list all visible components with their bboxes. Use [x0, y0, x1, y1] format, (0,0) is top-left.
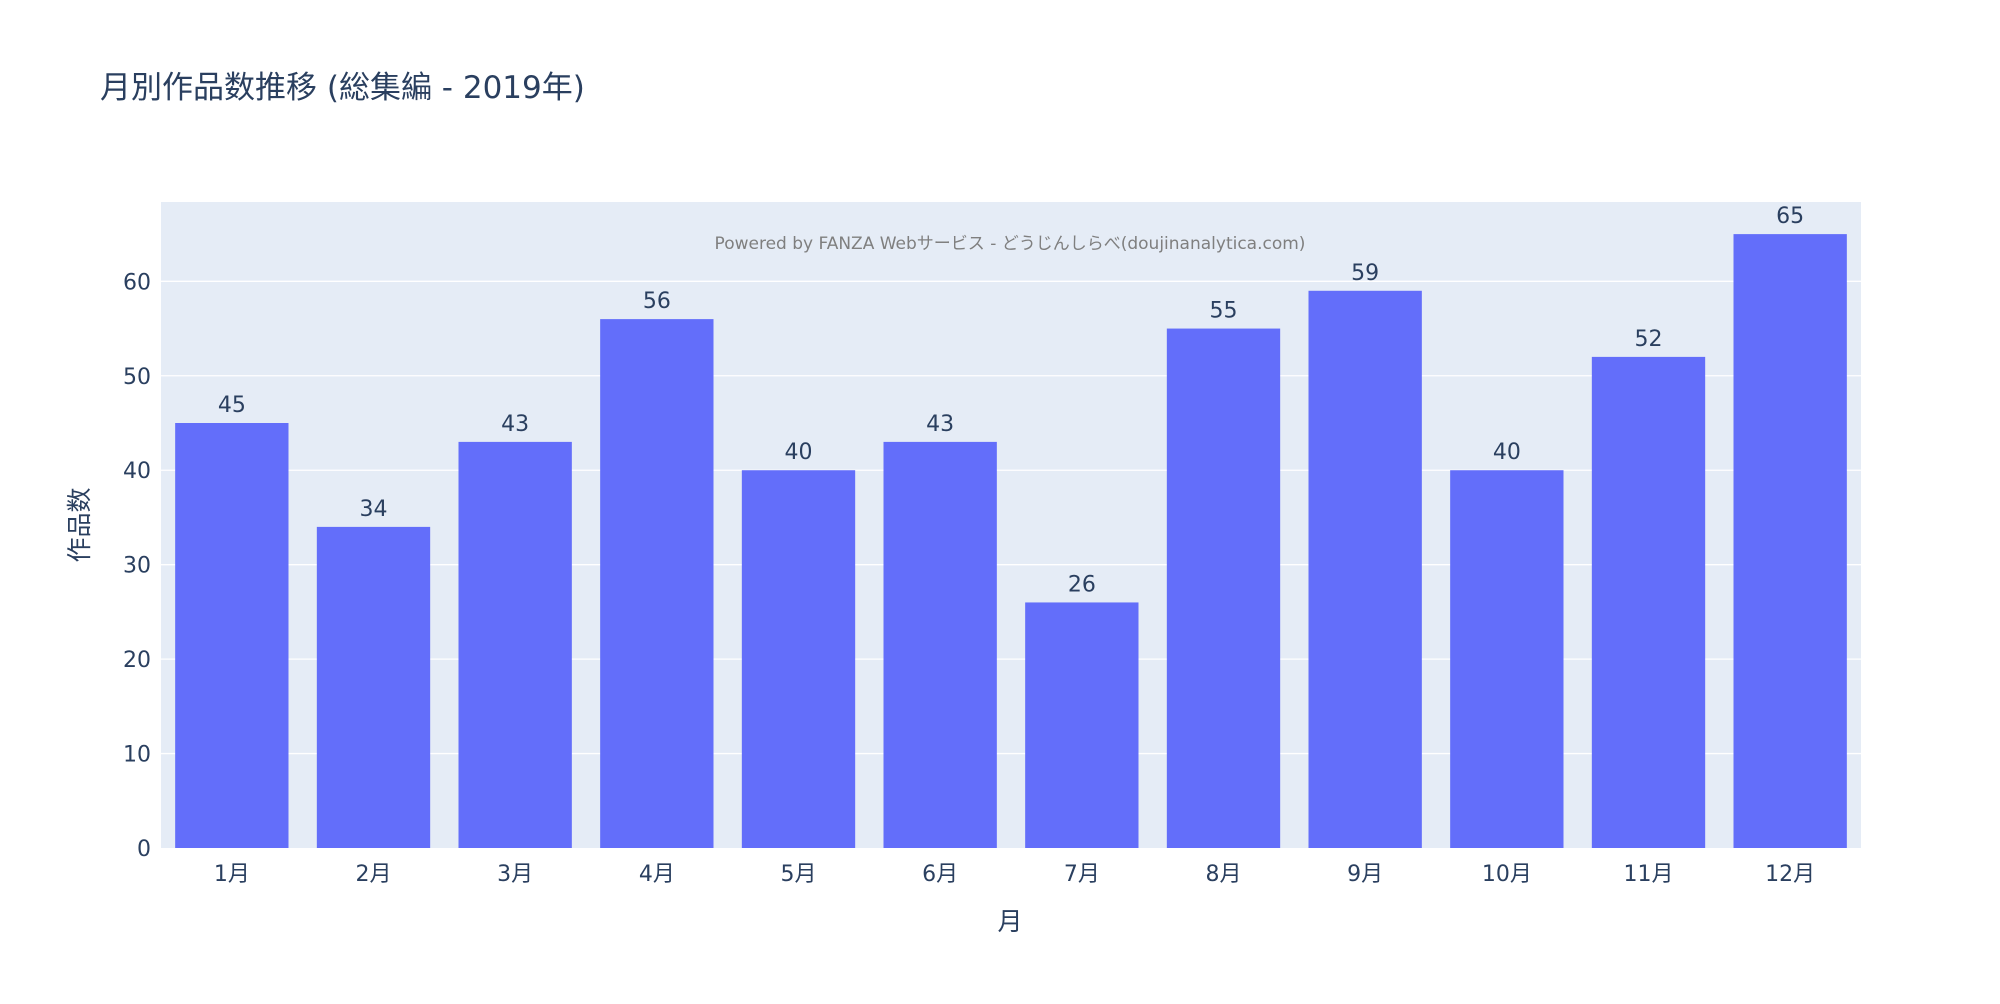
- bar-value-label: 45: [218, 393, 246, 418]
- chart-title: 月別作品数推移 (総集編 - 2019年): [100, 70, 585, 106]
- gridlines: [161, 280, 1861, 755]
- bar: [1308, 290, 1422, 848]
- y-tick-label: 60: [123, 270, 151, 295]
- bar-value-label: 40: [785, 440, 813, 465]
- bar-value-label: 65: [1776, 204, 1804, 229]
- x-tick-label: 3月: [497, 862, 533, 887]
- y-tick-label: 50: [123, 365, 151, 390]
- bar-value-label: 26: [1068, 572, 1096, 597]
- bar-value-label: 43: [501, 412, 529, 437]
- x-tick-label: 4月: [639, 862, 675, 887]
- y-tick-label: 20: [123, 648, 151, 673]
- bar: [175, 423, 289, 848]
- bar: [741, 470, 856, 848]
- bar: [1166, 328, 1281, 848]
- bar-value-label: 40: [1493, 440, 1521, 465]
- x-axis-ticks: 1月 2月 3月 4月 5月 6月 7月 8月 9月 10月 11月 12月: [214, 862, 1815, 887]
- y-tick-label: 10: [123, 743, 151, 768]
- bar: [600, 319, 714, 849]
- bar: [1450, 470, 1564, 848]
- x-tick-label: 11月: [1624, 862, 1674, 887]
- x-tick-label: 8月: [1206, 862, 1242, 887]
- x-tick-label: 9月: [1347, 862, 1383, 887]
- x-tick-label: 5月: [781, 862, 817, 887]
- x-tick-label: 1月: [214, 862, 250, 887]
- y-tick-label: 40: [123, 459, 151, 484]
- y-axis-title: 作品数: [65, 487, 94, 562]
- y-tick-label: 30: [123, 554, 151, 579]
- attribution-annotation: Powered by FANZA Webサービス - どうじんしらべ(douji…: [715, 234, 1306, 254]
- bar: [1591, 356, 1706, 848]
- x-tick-label: 7月: [1064, 862, 1100, 887]
- bar: [1733, 234, 1847, 849]
- bar: [883, 441, 997, 848]
- y-tick-label: 0: [137, 837, 151, 862]
- bar-value-label: 56: [643, 289, 671, 314]
- x-tick-label: 6月: [922, 862, 958, 887]
- bar-value-label: 52: [1635, 327, 1663, 352]
- bar: [1025, 602, 1139, 848]
- bar-value-label: 59: [1351, 261, 1379, 286]
- bar-value-label: 43: [926, 412, 954, 437]
- x-tick-label: 10月: [1482, 862, 1532, 887]
- plot-background: [161, 202, 1861, 848]
- x-tick-label: 2月: [356, 862, 392, 887]
- y-axis-ticks: 0 10 20 30 40 50 60: [123, 270, 151, 862]
- bar-value-label: 34: [360, 497, 388, 522]
- x-tick-label: 12月: [1765, 862, 1815, 887]
- bar: [316, 526, 431, 848]
- bar-value-label: 55: [1210, 299, 1238, 324]
- bars: [175, 234, 1847, 849]
- x-axis-title: 月: [997, 907, 1022, 936]
- data-labels: 45 34 43 56 40 43 26 55 59 40 52 65: [218, 204, 1804, 597]
- bar: [458, 441, 572, 848]
